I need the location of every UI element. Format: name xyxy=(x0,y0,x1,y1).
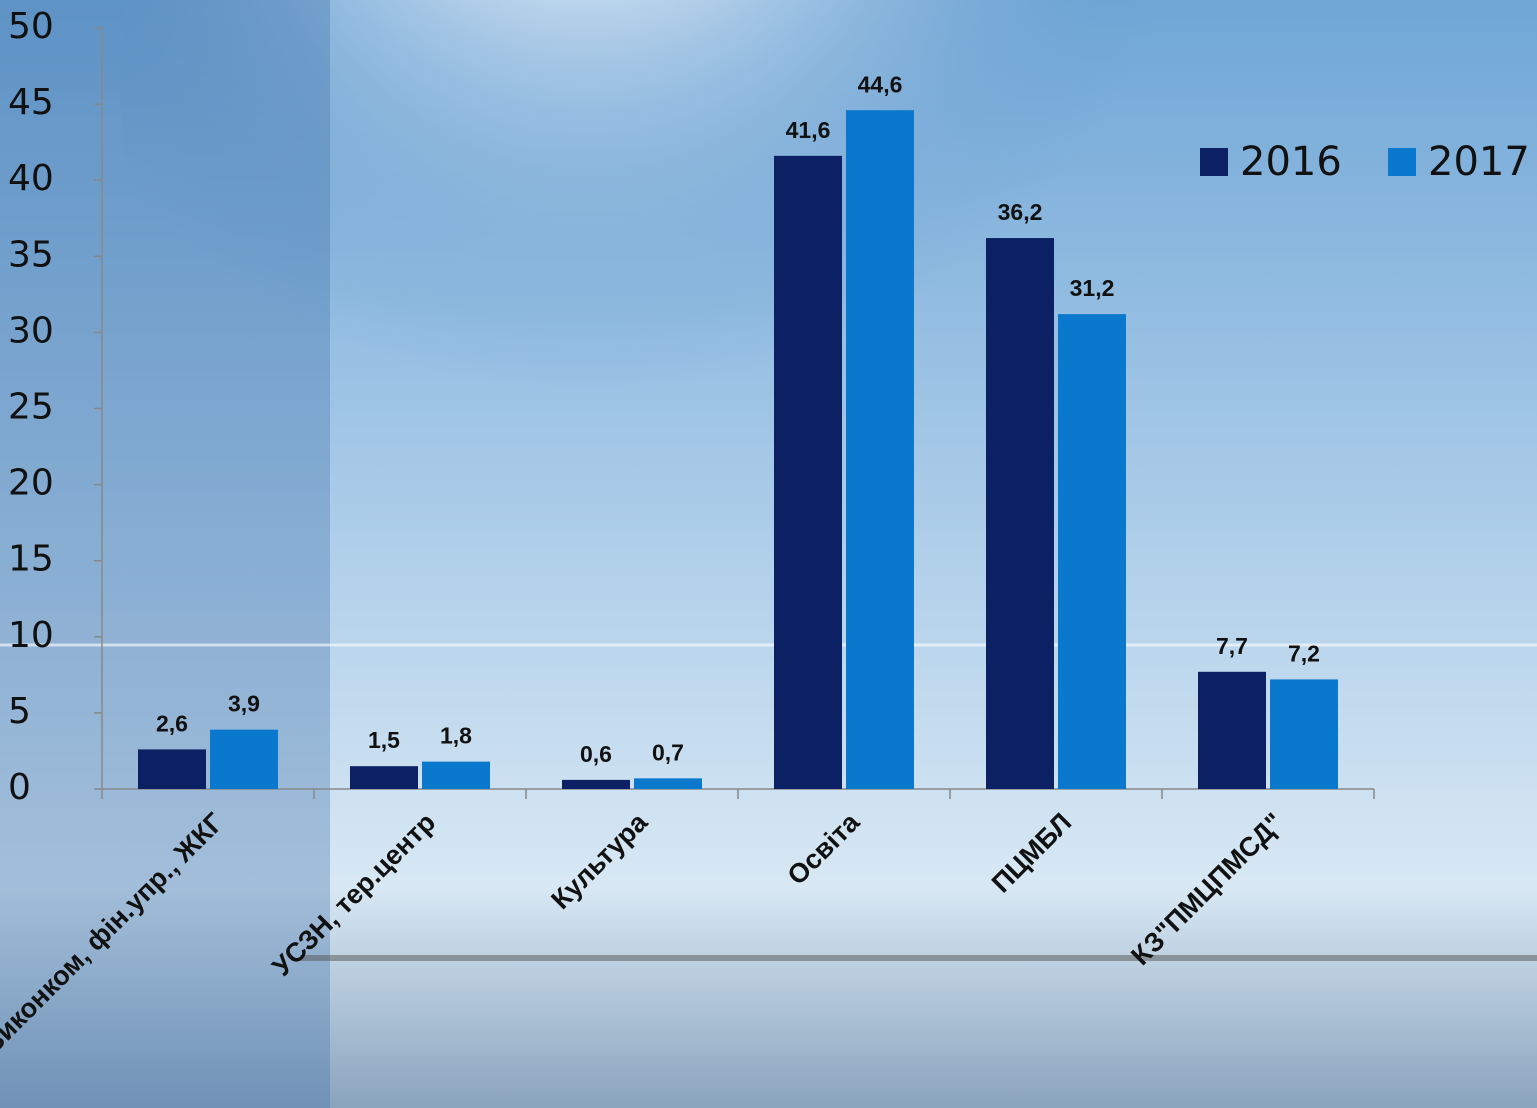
bar xyxy=(422,761,490,789)
y-tick-label: 15 xyxy=(8,539,54,580)
y-tick-label: 45 xyxy=(8,82,54,123)
bar xyxy=(846,110,914,790)
y-tick-label: 5 xyxy=(8,691,31,732)
bar xyxy=(986,238,1054,789)
bar xyxy=(774,155,842,789)
legend-swatch xyxy=(1200,148,1228,176)
y-tick-label: 0 xyxy=(8,767,31,808)
y-tick-label: 30 xyxy=(8,310,54,351)
y-tick-label: 40 xyxy=(8,158,54,199)
value-label: 36,2 xyxy=(998,199,1043,225)
legend-label: 2016 xyxy=(1240,139,1342,185)
value-label: 0,7 xyxy=(652,739,684,765)
value-label: 7,7 xyxy=(1216,633,1248,659)
y-tick-label: 25 xyxy=(8,387,54,428)
value-label: 1,8 xyxy=(440,723,472,749)
bar xyxy=(1058,314,1126,789)
y-tick-label: 20 xyxy=(8,463,54,504)
value-label: 0,6 xyxy=(580,741,612,767)
y-tick-label: 10 xyxy=(8,615,54,656)
bar xyxy=(350,766,418,789)
bar xyxy=(634,778,702,789)
value-label: 2,6 xyxy=(156,711,188,737)
legend-swatch xyxy=(1388,148,1416,176)
value-label: 3,9 xyxy=(228,691,260,717)
value-label: 1,5 xyxy=(368,727,400,753)
bar xyxy=(210,729,278,789)
value-label: 44,6 xyxy=(858,71,903,97)
value-label: 31,2 xyxy=(1070,275,1115,301)
y-tick-label: 35 xyxy=(8,234,54,275)
value-label: 41,6 xyxy=(786,117,831,143)
bar xyxy=(1198,671,1266,789)
building-decor xyxy=(0,0,330,1108)
value-label: 7,2 xyxy=(1288,640,1320,666)
y-tick-label: 50 xyxy=(8,6,54,47)
legend-label: 2017 xyxy=(1428,139,1530,185)
bar xyxy=(562,779,630,789)
bar xyxy=(138,749,206,789)
bar xyxy=(1270,679,1338,789)
